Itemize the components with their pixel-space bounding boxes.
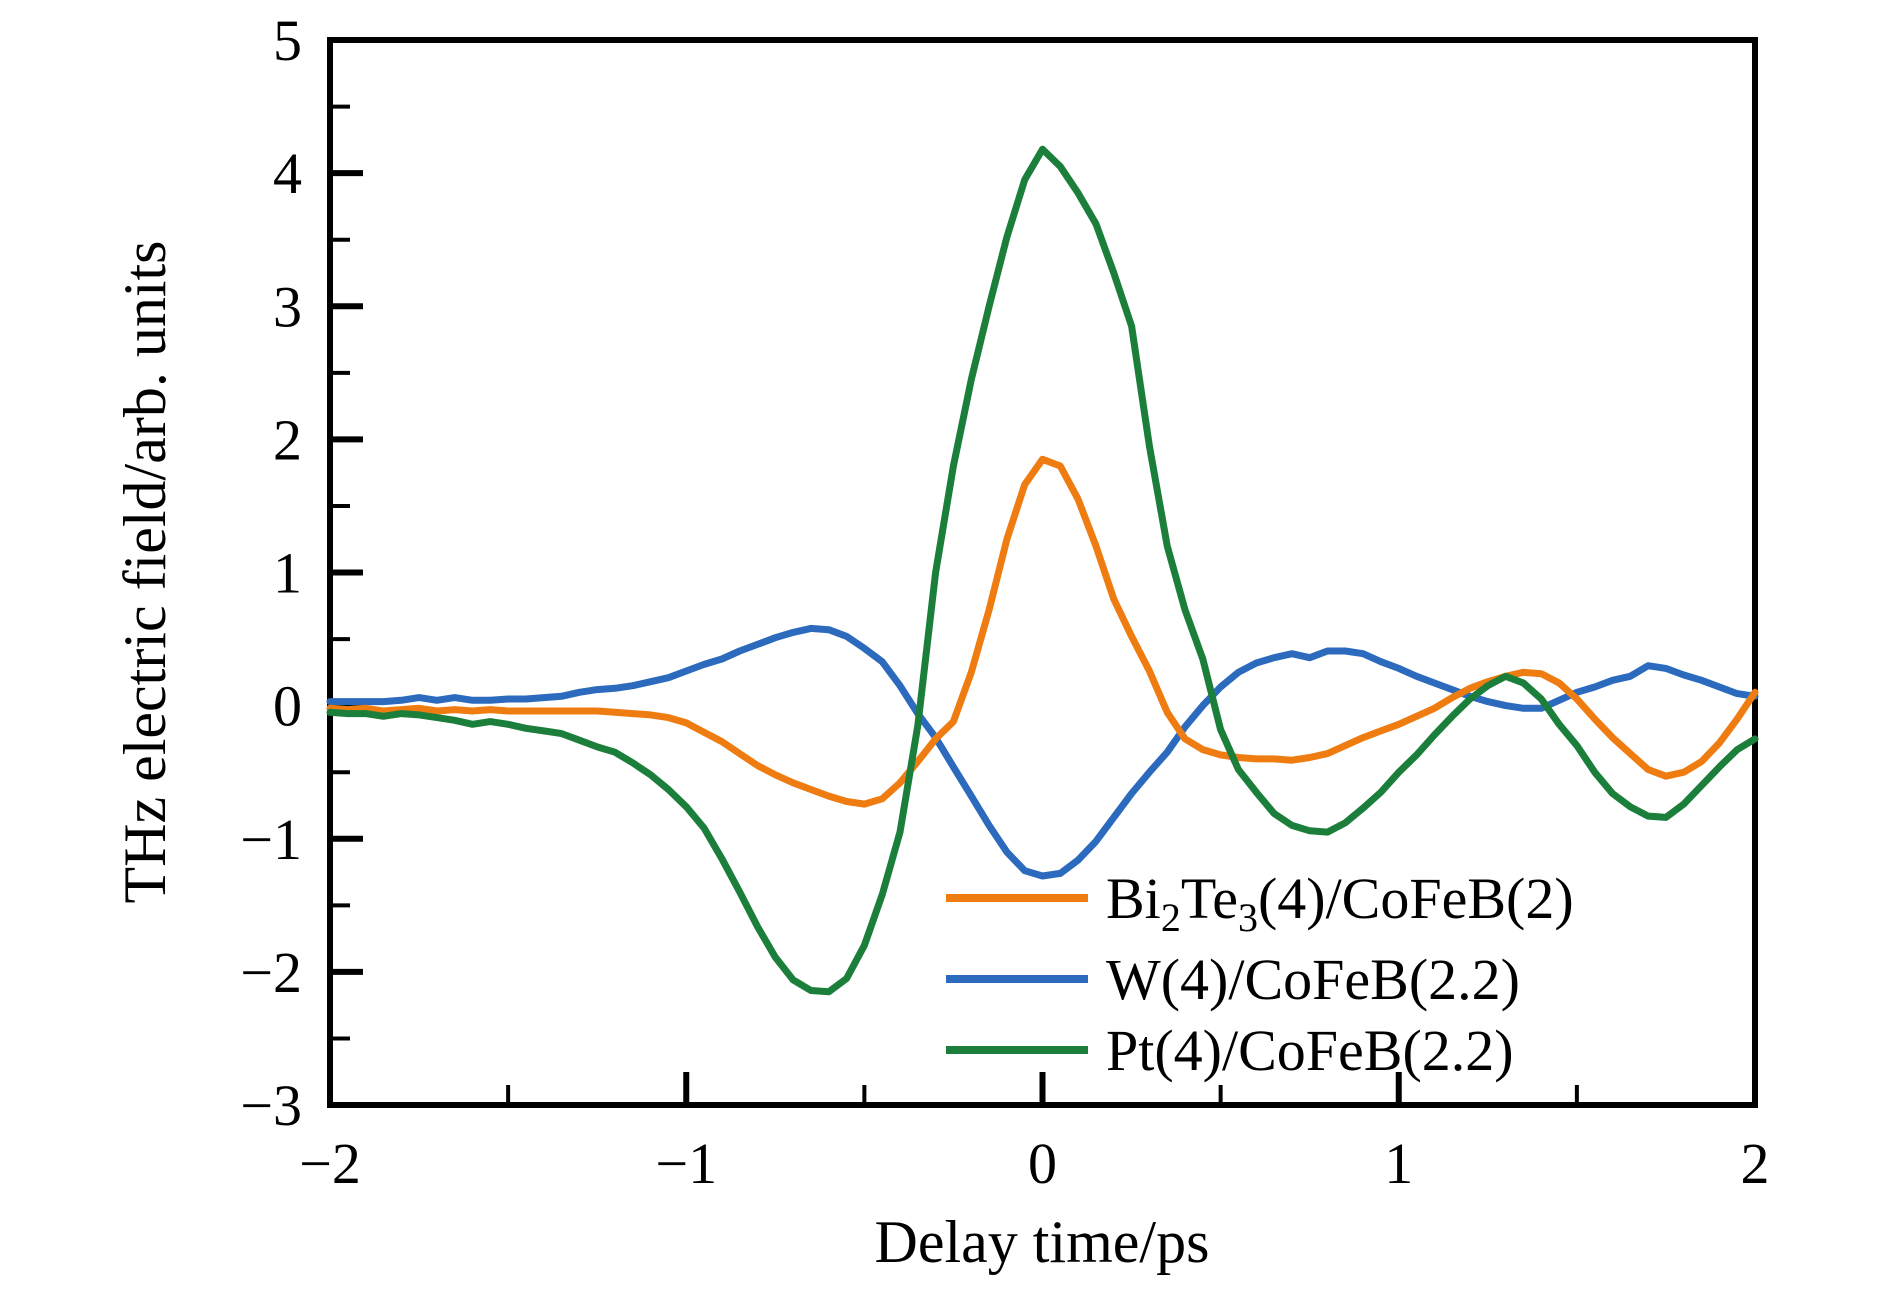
- y-axis-ticks: [333, 37, 363, 1108]
- plot-area: Bi2​Te3​(4)/CoFeB(2) W(4)/CoFeB(2.2)Pt(4)…: [326, 37, 1759, 1108]
- y-tick-label: −3: [240, 1073, 302, 1138]
- y-tick-label: −2: [240, 940, 302, 1005]
- y-tick-labels: 5 4 3 2 1 0 −1 −2 −3: [240, 8, 302, 1138]
- legend: Bi2​Te3​(4)/CoFeB(2) W(4)/CoFeB(2.2)Pt(4)…: [946, 866, 1574, 1083]
- series-lines: [326, 145, 1759, 996]
- legend-label-2: W(4)/CoFeB(2.2): [1106, 947, 1520, 1012]
- x-tick-label: −2: [299, 1131, 361, 1196]
- x-axis-ticks: [327, 1072, 1758, 1102]
- y-tick-label: 4: [273, 141, 302, 206]
- legend-label-3: Pt(4)/CoFeB(2.2): [1106, 1018, 1514, 1083]
- x-tick-label: 0: [1028, 1131, 1057, 1196]
- series-line-w-4-cofeb-2-2-: [326, 624, 1759, 880]
- x-tick-label: −1: [655, 1131, 717, 1196]
- plot-border: [327, 37, 1758, 1108]
- x-tick-label: 1: [1384, 1131, 1413, 1196]
- legend-label-1: Bi2​Te3​(4)/CoFeB(2): [1106, 866, 1574, 940]
- y-tick-label: 2: [273, 407, 302, 472]
- y-tick-label: 5: [273, 8, 302, 73]
- x-tick-label: 2: [1741, 1131, 1770, 1196]
- x-axis-label: Delay time/ps: [875, 1209, 1210, 1275]
- series-line-bi2te3-4-cofeb-2-: [326, 455, 1759, 808]
- y-tick-label: 3: [273, 274, 302, 339]
- y-tick-label: 1: [273, 541, 302, 606]
- y-tick-label: 0: [273, 674, 302, 739]
- y-axis-label: THz electric field/arb. units: [112, 240, 178, 903]
- x-tick-labels: −2 −1 0 1 2: [299, 1131, 1769, 1196]
- series-line-pt-4-cofeb-2-2-: [326, 145, 1759, 996]
- y-tick-label: −1: [240, 807, 302, 872]
